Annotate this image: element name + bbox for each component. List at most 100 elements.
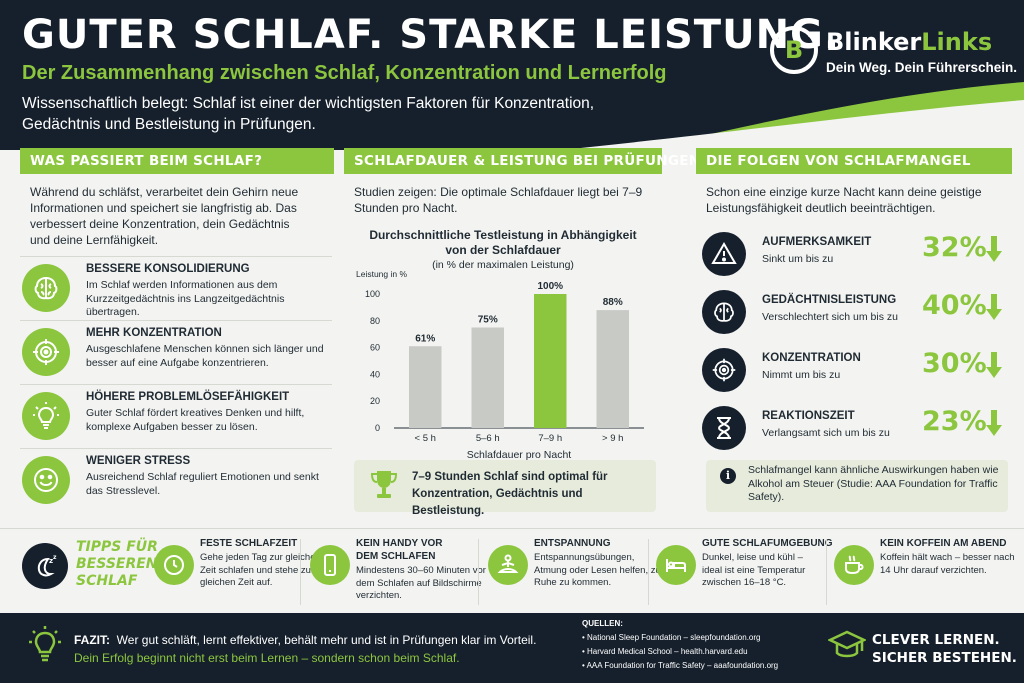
benefit-text: Ausreichend Schlaf reguliert Emotionen u… <box>86 471 319 497</box>
benefit-text: Ausgeschlafene Menschen können sich läng… <box>86 343 324 369</box>
claim: CLEVER LERNEN. SICHER BESTEHEN. <box>872 631 1017 667</box>
source-item[interactable]: • National Sleep Foundation – sleepfound… <box>582 633 761 642</box>
chart-subtitle: (in % der maximalen Leistung) <box>432 259 574 271</box>
optimal-text: 7–9 Stunden Schlaf sind optimal für Konz… <box>412 471 608 517</box>
trophy-icon <box>370 471 398 498</box>
smiley-icon <box>22 456 70 504</box>
target-icon <box>22 328 70 376</box>
optimal-info-box: 7–9 Stunden Schlaf sind optimal für Konz… <box>354 460 656 517</box>
bar-value-label: 61% <box>415 333 435 344</box>
x-tick-label: < 5 h <box>415 433 436 444</box>
tip-title: KEIN HANDY VOR DEM SCHLAFEN <box>356 538 443 562</box>
duration-section: SCHLAFDAUER & LEISTUNG BEI PRÜFUNGEN Stu… <box>344 148 700 526</box>
tip-text: Entspannungsübungen, Atmung oder Lesen h… <box>534 552 664 588</box>
tips-label: TIPPS FÜR BESSEREN SCHLAF <box>76 539 158 590</box>
benefit-title: BESSERE KONSOLIDIERUNG <box>86 263 250 275</box>
sources: QUELLEN: • National Sleep Foundation – s… <box>582 619 812 673</box>
effect-item: KONZENTRATION Nimmt um bis zu 30% <box>696 342 1008 400</box>
page-title: GUTER SCHLAF. STARKE LEISTUNG. <box>22 12 841 58</box>
effect-title: KONZENTRATION <box>762 352 861 364</box>
divider <box>300 539 301 605</box>
info-icon: i <box>720 468 736 484</box>
logo-name-part1: Blinker <box>826 28 922 56</box>
effect-percent: 23% <box>922 406 987 437</box>
bar-value-label: 75% <box>478 315 498 326</box>
bar-chart: Leistung in % 0 20 40 60 80 100 61% < 5 h 75% 5–6 … <box>356 269 644 461</box>
arrow-down-icon <box>986 236 1002 262</box>
x-tick-label: 7–9 h <box>538 433 562 444</box>
benefit-title: WENIGER STRESS <box>86 455 191 467</box>
brain-icon <box>22 264 70 312</box>
logo-tagline: Dein Weg. Dein Führerschein. <box>826 60 1018 75</box>
y-tick-label: 20 <box>370 396 380 406</box>
fazit-text: Wer gut schläft, lernt effektiver, behäl… <box>116 633 537 647</box>
lightbulb-icon <box>22 392 70 440</box>
benefit-item: WENIGER STRESS Ausreichend Schlaf reguli… <box>20 448 332 510</box>
tips-label-line2: BESSEREN <box>76 556 158 572</box>
chart-bar <box>596 310 629 428</box>
effect-item: GEDÄCHTNISLEISTUNG Verschlechtert sich u… <box>696 284 1008 342</box>
coffee-icon <box>834 545 874 585</box>
divider <box>826 539 827 605</box>
page-subtitle: Der Zusammenhang zwischen Schlaf, Konzen… <box>22 62 667 84</box>
effect-text: Verschlechtert sich um bis zu <box>762 311 898 323</box>
effect-item: AUFMERKSAMKEIT Sinkt um bis zu 32% <box>696 226 1008 284</box>
tip-title: GUTE SCHLAFUMGEBUNG <box>702 538 833 549</box>
x-axis-label: Schlafdauer pro Nacht <box>467 449 572 461</box>
bar-value-label: 100% <box>537 281 563 292</box>
logo-name-part2: Links <box>921 28 993 56</box>
meditation-icon <box>488 545 528 585</box>
source-item[interactable]: • AAA Foundation for Traffic Safety – aa… <box>582 661 779 670</box>
fazit-label: FAZIT: <box>74 633 110 647</box>
logo[interactable]: B BlinkerLinks Dein Weg. Dein Führersche… <box>770 22 1017 82</box>
target-icon <box>702 348 746 392</box>
effect-percent: 40% <box>922 290 987 321</box>
effect-text: Nimmt um bis zu <box>762 369 841 381</box>
sleep-section-intro: Während du schläfst, verarbeitet dein Ge… <box>30 185 299 247</box>
effect-percent: 32% <box>922 232 987 263</box>
benefit-text: Guter Schlaf fördert kreatives Denken un… <box>86 407 305 433</box>
graduation-cap-icon <box>828 630 866 658</box>
lightbulb-icon <box>29 626 61 662</box>
benefit-item: BESSERE KONSOLIDIERUNG Im Schlaf werden … <box>20 256 332 318</box>
tip-text: Koffein hält wach – besser nach 14 Uhr d… <box>880 552 1015 576</box>
bar-value-label: 88% <box>603 297 623 308</box>
effect-title: GEDÄCHTNISLEISTUNG <box>762 294 897 306</box>
benefit-item: HÖHERE PROBLEMLÖSEFÄHIGKEIT Guter Schlaf… <box>20 384 332 446</box>
warning-icon <box>702 232 746 276</box>
chart-bar <box>471 327 504 428</box>
tip-text: Gehe jeden Tag zur gleichen Zeit schlafe… <box>200 552 321 588</box>
benefit-title: MEHR KONZENTRATION <box>86 327 222 339</box>
arrow-down-icon <box>986 352 1002 378</box>
sleep-section: WAS PASSIERT BEIM SCHLAF? Während du sch… <box>20 148 334 526</box>
effect-title: AUFMERKSAMKEIT <box>762 236 872 248</box>
claim-line2: SICHER BESTEHEN. <box>872 650 1017 666</box>
divider <box>648 539 649 605</box>
effect-text: Sinkt um bis zu <box>762 253 834 265</box>
header: GUTER SCHLAF. STARKE LEISTUNG. Der Zusam… <box>0 0 1024 150</box>
y-tick-label: 40 <box>370 369 380 379</box>
y-axis-label: Leistung in % <box>356 269 407 279</box>
chart-bar <box>409 346 442 428</box>
alcohol-note-text: Schlafmangel kann ähnliche Auswirkungen … <box>748 464 999 503</box>
x-tick-label: > 9 h <box>602 433 623 444</box>
arrow-down-icon <box>986 410 1002 436</box>
arrow-down-icon <box>986 294 1002 320</box>
effect-item: REAKTIONSZEIT Verlangsamt sich um bis zu… <box>696 400 1008 458</box>
logo-name: BlinkerLinks <box>826 28 992 56</box>
brain-icon <box>702 290 746 334</box>
effect-title: REAKTIONSZEIT <box>762 410 855 422</box>
tip-title: FESTE SCHLAFZEIT <box>200 538 298 549</box>
duration-section-title: SCHLAFDAUER & LEISTUNG BEI PRÜFUNGEN <box>344 148 700 174</box>
divider <box>478 539 479 605</box>
benefit-text: Im Schlaf werden Informationen aus dem K… <box>86 279 285 318</box>
logo-b-icon: B <box>770 26 818 74</box>
chart-bar <box>534 294 567 428</box>
sleep-section-title: WAS PASSIERT BEIM SCHLAF? <box>20 148 334 174</box>
sources-title: QUELLEN: <box>582 619 623 628</box>
chart-title: Durchschnittliche Testleistung in Abhäng… <box>369 228 637 257</box>
tips-label-line3: SCHLAF <box>76 573 138 589</box>
benefit-item: MEHR KONZENTRATION Ausgeschlafene Mensch… <box>20 320 332 382</box>
tip-text: Dunkel, leise und kühl – ideal ist eine … <box>702 552 806 588</box>
source-item[interactable]: • Harvard Medical School – health.harvar… <box>582 647 748 656</box>
